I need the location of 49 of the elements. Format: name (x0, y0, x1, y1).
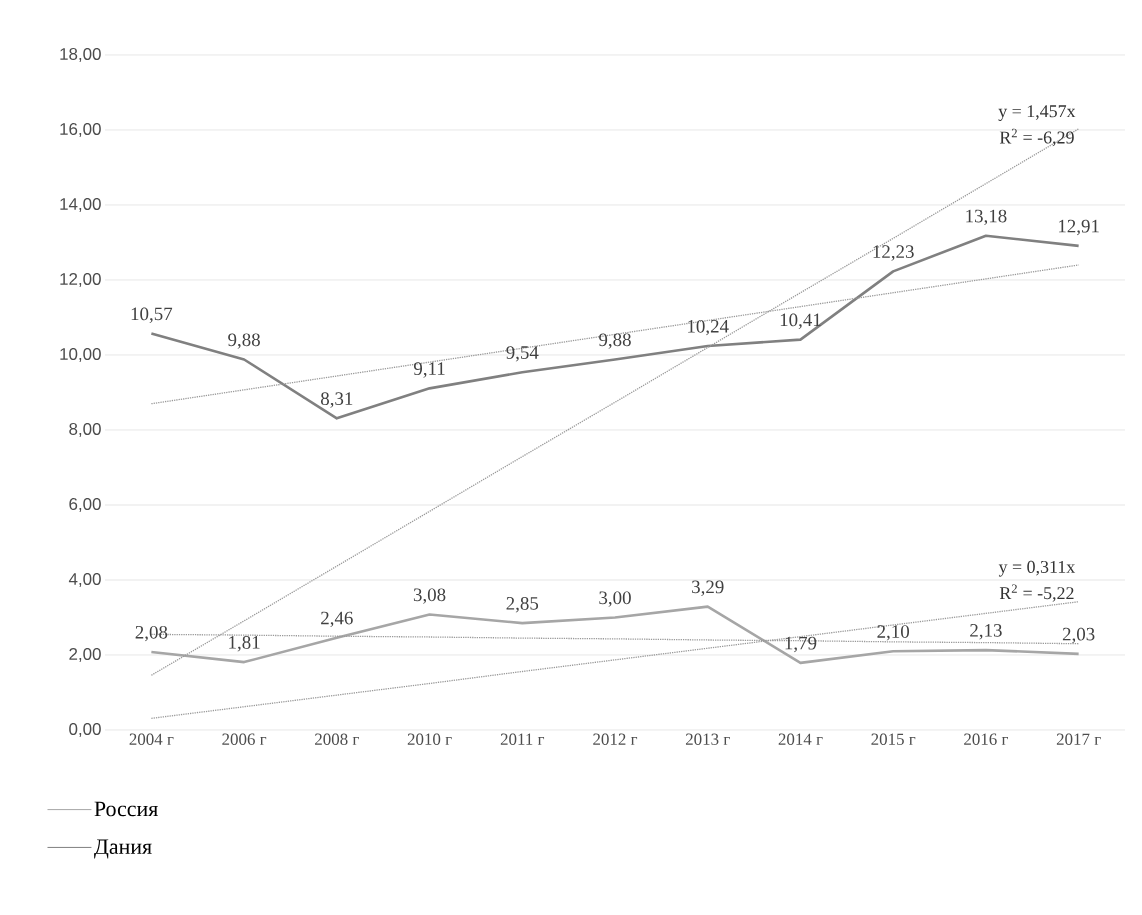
data-label: 2,08 (135, 625, 168, 642)
x-tick-label: 2013 г (685, 733, 730, 745)
data-label: 9,88 (599, 333, 631, 349)
data-label: 9,54 (506, 346, 539, 362)
y-tick-label: 10,00 (60, 347, 101, 362)
x-tick-label: 2017 г (1056, 733, 1101, 745)
data-label: 3,00 (599, 591, 631, 607)
x-tick-label: 2008 г (315, 733, 359, 745)
y-tick-label: 8,00 (69, 422, 101, 437)
data-label: 1,79 (785, 636, 817, 653)
data-label: 10,57 (131, 307, 173, 323)
data-label: 13,18 (966, 209, 1007, 226)
data-label: 12,91 (1059, 219, 1099, 236)
x-tick-label: 2010 г (407, 733, 452, 745)
legend-label: Россия (94, 801, 158, 817)
y-tick-label: 18,00 (60, 47, 101, 62)
data-label: 2,03 (1062, 627, 1095, 644)
data-label: 3,29 (692, 580, 724, 596)
data-label: 2,85 (506, 597, 539, 613)
y-tick-label: 16,00 (60, 122, 101, 137)
x-tick-label: 2006 г (222, 733, 267, 745)
annotation: y = 0,311x (998, 560, 1076, 577)
annotation: R$^{2}$ = -5,22 (999, 584, 1074, 602)
y-tick-label: 2,00 (69, 647, 101, 662)
data-label: 2,46 (321, 611, 353, 628)
data-label: 10,24 (688, 319, 729, 336)
x-tick-label: 2016 г (964, 733, 1008, 745)
data-label: 10,41 (780, 313, 821, 329)
annotation: y = 1,457x (998, 105, 1076, 121)
data-label: 8,31 (320, 392, 353, 408)
y-tick-label: 14,00 (60, 197, 101, 212)
x-tick-label: 2014 г (778, 733, 823, 745)
data-label: 1,81 (229, 636, 260, 652)
y-tick-label: 6,00 (69, 497, 101, 512)
data-label: 3,08 (413, 588, 446, 604)
data-label: 2,10 (877, 625, 910, 641)
annotation: R$^{2}$ = -6,29 (999, 128, 1074, 147)
data-label: 12,23 (873, 245, 914, 261)
x-tick-label: 2011 г (500, 733, 545, 745)
y-tick-label: 4,00 (68, 572, 101, 587)
data-label: 9,88 (228, 333, 260, 349)
data-label: 2,13 (970, 624, 1002, 640)
y-tick-label: 0,00 (69, 722, 101, 737)
x-tick-label: 2015 г (871, 733, 916, 745)
x-tick-label: 2004 г (129, 733, 174, 745)
x-tick-label: 2012 г (593, 733, 638, 745)
data-label: 9,11 (413, 362, 445, 378)
y-tick-label: 12,00 (60, 272, 101, 287)
legend-label: Дания (94, 839, 152, 859)
